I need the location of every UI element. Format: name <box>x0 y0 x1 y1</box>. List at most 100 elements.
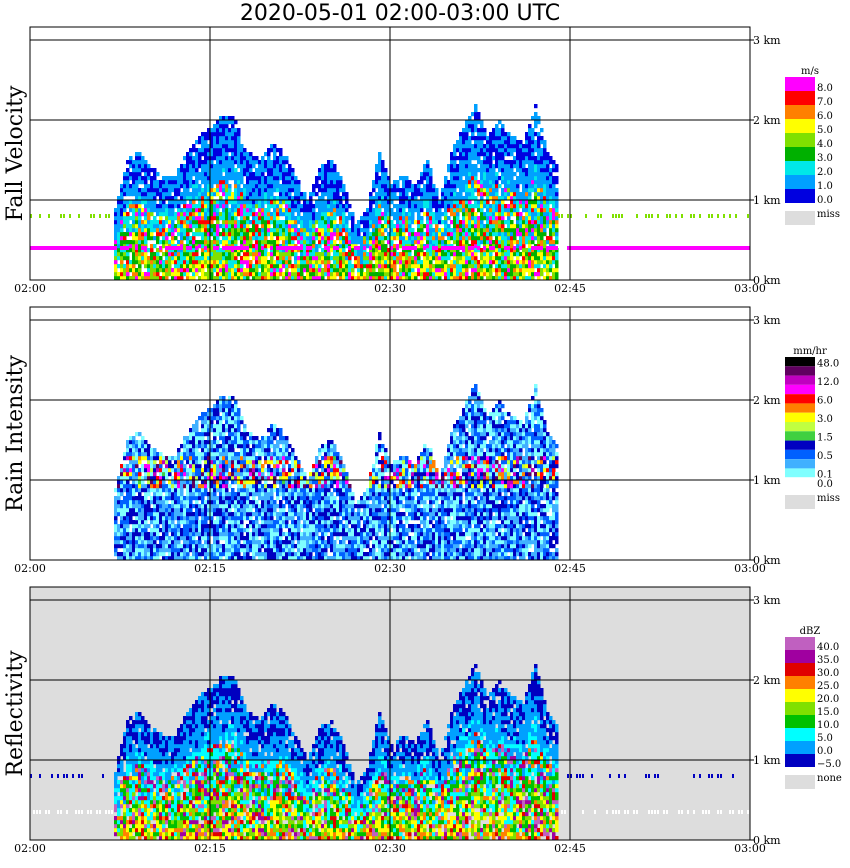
heatmap-cell <box>144 520 148 524</box>
feature-mark <box>378 246 381 250</box>
heatmap-cell <box>153 544 157 548</box>
heatmap-cell <box>204 224 208 228</box>
heatmap-cell <box>339 256 343 260</box>
heatmap-cell <box>210 268 214 272</box>
heatmap-cell <box>471 172 475 176</box>
heatmap-cell <box>465 160 469 164</box>
heatmap-cell <box>150 548 154 552</box>
heatmap-cell <box>324 208 328 212</box>
heatmap-cell <box>411 220 415 224</box>
heatmap-cell <box>183 268 187 272</box>
heatmap-cell <box>318 188 322 192</box>
heatmap-cell <box>549 240 553 244</box>
heatmap-cell <box>459 192 463 196</box>
heatmap-cell <box>156 188 160 192</box>
heatmap-cell <box>243 168 247 172</box>
heatmap-cell <box>378 176 382 180</box>
heatmap-cell <box>228 128 232 132</box>
heatmap-cell <box>303 260 307 264</box>
heatmap-cell <box>249 176 253 180</box>
heatmap-cell <box>291 272 295 276</box>
heatmap-cell <box>420 188 424 192</box>
heatmap-cell <box>279 256 283 260</box>
heatmap-cell <box>384 260 388 264</box>
heatmap-cell <box>540 156 544 160</box>
heatmap-cell <box>498 232 502 236</box>
heatmap-cell <box>201 268 205 272</box>
heatmap-cell <box>198 240 202 244</box>
heatmap-cell <box>468 224 472 228</box>
heatmap-cell <box>507 180 511 184</box>
heatmap-cell <box>192 264 196 268</box>
heatmap-cell <box>546 184 550 188</box>
heatmap-cell <box>441 264 445 268</box>
heatmap-cell <box>138 480 142 484</box>
heatmap-cell <box>474 164 478 168</box>
feature-mark <box>66 246 69 250</box>
heatmap-cell <box>219 264 223 268</box>
heatmap-cell <box>180 272 184 276</box>
heatmap-cell <box>384 180 388 184</box>
heatmap-cell <box>165 520 169 524</box>
heatmap-cell <box>522 144 526 148</box>
heatmap-cell <box>330 232 334 236</box>
heatmap-cell <box>285 256 289 260</box>
heatmap-cell <box>417 204 421 208</box>
heatmap-cell <box>282 256 286 260</box>
heatmap-cell <box>162 548 166 552</box>
heatmap-cell <box>156 264 160 268</box>
heatmap-cell <box>513 192 517 196</box>
heatmap-cell <box>129 440 133 444</box>
heatmap-cell <box>525 200 529 204</box>
heatmap-cell <box>162 456 166 460</box>
feature-mark <box>84 246 87 250</box>
heatmap-cell <box>522 236 526 240</box>
heatmap-cell <box>135 212 139 216</box>
heatmap-cell <box>120 516 124 520</box>
heatmap-cell <box>312 268 316 272</box>
heatmap-cell <box>195 252 199 256</box>
heatmap-cell <box>429 192 433 196</box>
feature-mark <box>240 246 243 250</box>
heatmap-cell <box>429 220 433 224</box>
heatmap-cell <box>177 448 181 452</box>
heatmap-cell <box>306 240 310 244</box>
heatmap-cell <box>501 176 505 180</box>
heatmap-cell <box>474 124 478 128</box>
heatmap-cell <box>327 268 331 272</box>
heatmap-cell <box>444 252 448 256</box>
heatmap-cell <box>132 468 136 472</box>
heatmap-cell <box>462 264 466 268</box>
heatmap-cell <box>243 164 247 168</box>
heatmap-cell <box>114 272 118 276</box>
heatmap-cell <box>474 252 478 256</box>
heatmap-cell <box>504 140 508 144</box>
heatmap-cell <box>390 228 394 232</box>
heatmap-cell <box>468 168 472 172</box>
heatmap-cell <box>273 240 277 244</box>
heatmap-cell <box>300 236 304 240</box>
heatmap-cell <box>162 260 166 264</box>
heatmap-cell <box>165 484 169 488</box>
heatmap-cell <box>273 200 277 204</box>
heatmap-cell <box>174 524 178 528</box>
heatmap-cell <box>147 460 151 464</box>
heatmap-cell <box>264 244 268 248</box>
heatmap-cell <box>180 488 184 492</box>
heatmap-cell <box>498 120 502 124</box>
heatmap-cell <box>414 252 418 256</box>
heatmap-cell <box>531 236 535 240</box>
heatmap-cell <box>399 216 403 220</box>
heatmap-cell <box>243 216 247 220</box>
heatmap-cell <box>156 260 160 264</box>
heatmap-cell <box>135 220 139 224</box>
heatmap-cell <box>303 232 307 236</box>
heatmap-cell <box>483 176 487 180</box>
heatmap-cell <box>420 220 424 224</box>
heatmap-cell <box>138 224 142 228</box>
heatmap-cell <box>492 188 496 192</box>
heatmap-cell <box>231 144 235 148</box>
heatmap-cell <box>270 212 274 216</box>
heatmap-cell <box>180 184 184 188</box>
heatmap-cell <box>237 156 241 160</box>
